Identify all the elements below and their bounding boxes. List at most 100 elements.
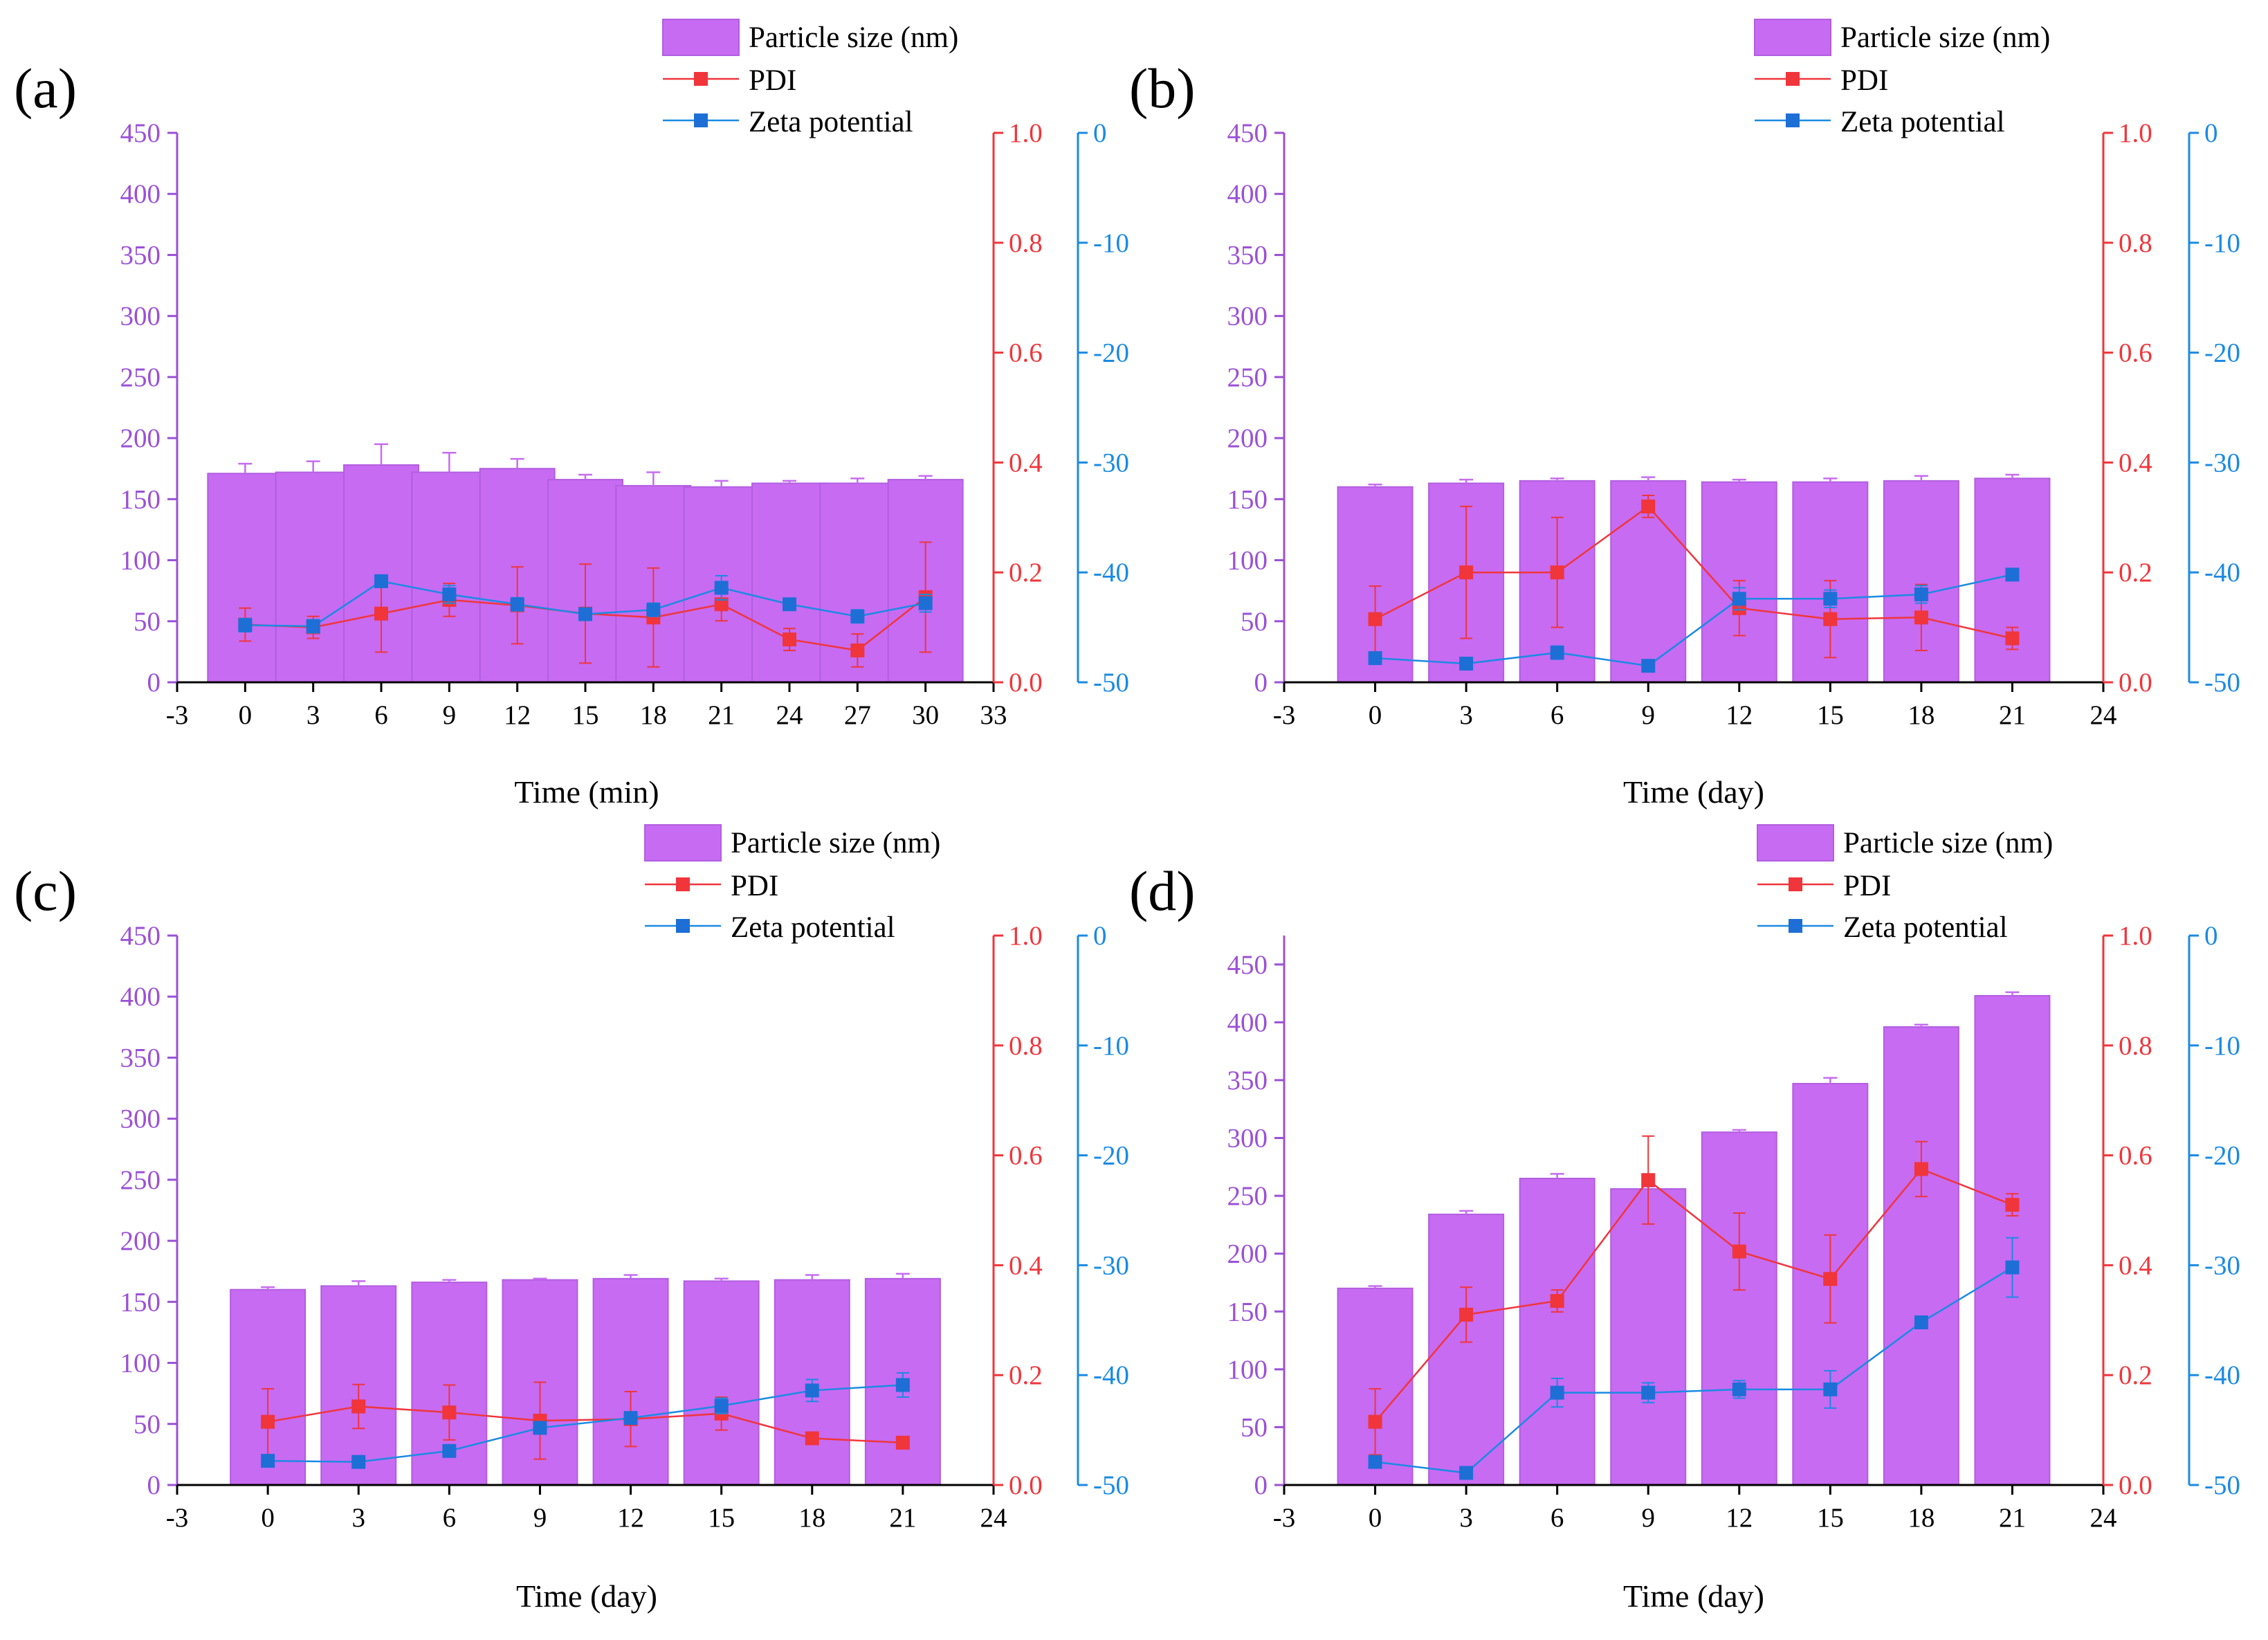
x-tick-label: 9	[533, 1503, 547, 1533]
pdi-axis: 0.0 0.2 0.4 0.6 0.8 1.0	[992, 118, 1043, 698]
x-tick-label: 6	[1551, 1503, 1564, 1533]
zeta-point	[2005, 567, 2020, 582]
legend-pdi-marker	[1786, 72, 1800, 86]
x-tick-label: 3	[307, 700, 320, 730]
zeta-point	[1641, 1385, 1656, 1400]
pdi-point	[783, 632, 796, 647]
zeta-point	[261, 1454, 275, 1468]
zeta-series	[261, 1372, 910, 1469]
legend-pdi-marker	[694, 72, 708, 86]
pdi-point	[714, 597, 729, 612]
legend-zeta-marker	[1789, 919, 1802, 933]
size-tick-label: 400	[1227, 1008, 1268, 1037]
size-tick-label: 350	[120, 240, 161, 270]
pdi-line	[267, 1405, 903, 1444]
pdi-tick-label: 0.8	[1009, 1031, 1043, 1061]
x-tick-label: -3	[1273, 1503, 1296, 1533]
pdi-tick-label: 0.6	[1009, 338, 1043, 368]
zeta-point	[1459, 657, 1474, 671]
pdi-point	[2005, 1198, 2020, 1212]
pdi-tick-label: 0.0	[2119, 1470, 2152, 1500]
zeta-point	[895, 1378, 910, 1392]
legend-zeta-marker	[694, 113, 708, 127]
size-tick-label: 100	[120, 1349, 161, 1378]
zeta-series	[1368, 1237, 2020, 1480]
size-tick-label: 250	[1227, 363, 1268, 392]
legend: Particle size (nm) PDI Zeta potential	[644, 824, 940, 944]
size-tick-label: 250	[1227, 1181, 1268, 1211]
zeta-point	[1823, 592, 1838, 606]
x-tick-label: 6	[443, 1503, 457, 1533]
legend-pdi-label: PDI	[731, 870, 778, 902]
zeta-point	[646, 603, 661, 617]
particle-size-bars	[1337, 991, 2051, 1486]
zeta-line	[268, 1384, 903, 1463]
size-tick-label: 150	[120, 1287, 161, 1317]
legend-zeta-marker	[1786, 113, 1800, 127]
zeta-tick-label: 0	[1093, 921, 1107, 951]
size-tick-label: 400	[120, 179, 161, 209]
zeta-point	[918, 596, 933, 610]
x-tick-label: 24	[980, 1503, 1007, 1533]
pdi-tick-label: 0.6	[2119, 1141, 2152, 1171]
zeta-axis: -50 -40 -30 -20 -10 0	[2188, 118, 2240, 698]
size-tick-label: 200	[120, 1226, 161, 1256]
x-axis-title: Time (day)	[1623, 774, 1764, 810]
size-axis: 0 50 100 150 200 250 300 350 400 450	[120, 118, 179, 698]
size-bar	[1428, 1213, 1505, 1486]
x-tick-label: 30	[912, 700, 939, 730]
x-tick-label: 24	[776, 700, 803, 730]
pdi-tick-label: 0.2	[2119, 558, 2152, 587]
pdi-point	[374, 606, 388, 621]
legend-size-swatch	[644, 824, 722, 862]
pdi-point	[2005, 631, 2020, 646]
legend-pdi-label: PDI	[1843, 870, 1891, 902]
zeta-point	[510, 597, 524, 612]
x-tick-label: 6	[374, 700, 388, 730]
legend-zeta-label: Zeta potential	[1843, 911, 2008, 944]
zeta-point	[1550, 1385, 1564, 1400]
size-tick-label: 150	[120, 484, 161, 514]
zeta-point	[1914, 1315, 1928, 1329]
legend-size-label: Particle size (nm)	[1843, 827, 2053, 859]
zeta-point	[238, 618, 253, 632]
x-tick-label: 18	[1908, 1503, 1935, 1533]
x-tick-label: 9	[443, 700, 457, 730]
size-bar	[1701, 1131, 1777, 1486]
size-axis: 0 50 100 150 200 250 300 350 400 450	[1227, 118, 1286, 698]
pdi-point	[442, 1405, 457, 1420]
zeta-tick-label: -30	[1093, 1250, 1129, 1280]
pdi-line	[1374, 1167, 2013, 1423]
zeta-axis: -50 -40 -30 -20 -10 0	[1077, 118, 1129, 698]
x-tick-label: 0	[1369, 700, 1382, 730]
zeta-tick-label: 0	[2204, 921, 2218, 951]
zeta-tick-label: -10	[1093, 1031, 1129, 1061]
size-tick-label: 300	[120, 302, 161, 331]
size-bar	[1883, 480, 1959, 683]
pdi-tick-label: 0.2	[2119, 1360, 2152, 1390]
pdi-tick-label: 0.4	[2119, 1250, 2152, 1280]
x-axis-title: Time (day)	[516, 1578, 657, 1614]
x-tick-label: 33	[980, 700, 1007, 730]
size-tick-label: 450	[1227, 950, 1268, 980]
legend: Particle size (nm) PDI Zeta potential	[1757, 824, 2053, 944]
pdi-tick-label: 0.4	[1009, 448, 1043, 477]
pdi-tick-label: 1.0	[1009, 118, 1043, 148]
pdi-point	[1368, 612, 1382, 626]
pdi-point	[805, 1431, 819, 1446]
zeta-tick-label: -20	[1093, 1141, 1129, 1171]
x-tick-label: 21	[889, 1503, 916, 1533]
x-tick-label: -3	[1273, 700, 1296, 730]
size-tick-label: 300	[1227, 1124, 1268, 1154]
x-tick-label: 15	[1817, 700, 1844, 730]
x-tick-label: 15	[708, 1503, 735, 1533]
size-bar	[1883, 1026, 1959, 1486]
size-tick-label: 350	[120, 1043, 161, 1073]
size-bar	[411, 471, 488, 683]
legend-zeta-label: Zeta potential	[749, 106, 913, 138]
zeta-tick-label: -50	[1093, 668, 1129, 698]
pdi-point	[1641, 1173, 1656, 1187]
pdi-tick-label: 0.0	[1009, 668, 1043, 698]
